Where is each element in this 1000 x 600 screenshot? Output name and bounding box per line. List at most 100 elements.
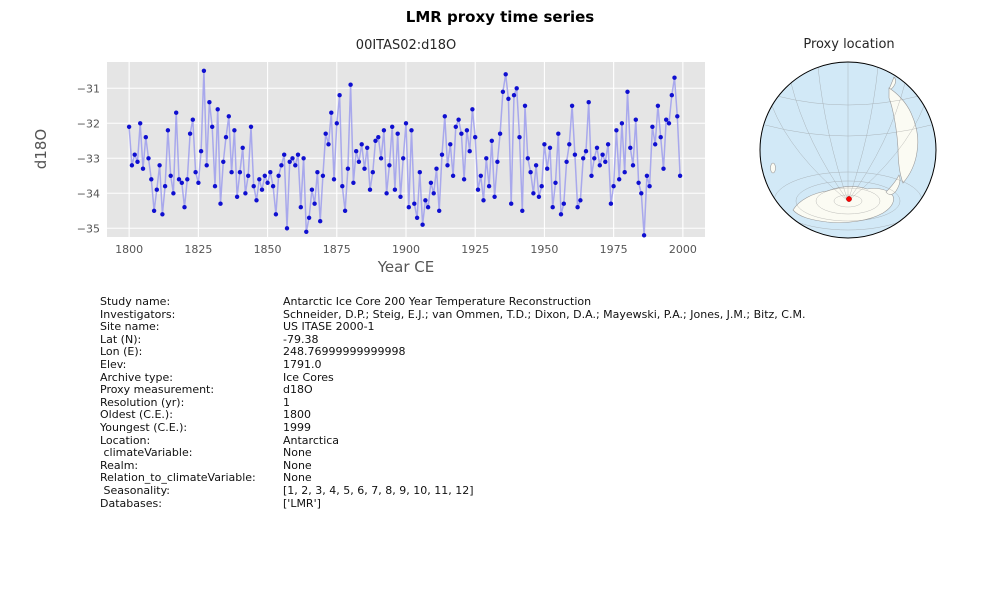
data-point	[257, 177, 262, 182]
data-point	[237, 170, 243, 175]
data-point	[594, 145, 600, 150]
data-point	[323, 131, 328, 136]
data-point	[212, 184, 218, 189]
data-point	[509, 201, 514, 206]
data-point	[423, 198, 428, 203]
metadata-label: Location:	[100, 433, 151, 447]
data-point	[221, 159, 226, 164]
data-point	[232, 128, 237, 133]
metadata-value: 248.76999999999998	[283, 345, 406, 359]
data-point	[655, 103, 661, 109]
data-point	[622, 170, 627, 175]
data-point	[633, 117, 638, 122]
metadata-label: Site name:	[100, 320, 160, 334]
data-point	[672, 75, 677, 80]
metadata-label: Resolution (yr):	[100, 395, 185, 409]
data-point	[581, 156, 586, 161]
data-point	[511, 93, 517, 98]
data-point	[362, 166, 367, 171]
metadata-label: Databases:	[100, 496, 162, 510]
data-point	[677, 173, 683, 178]
y-tick-label: −32	[77, 117, 100, 130]
data-point	[204, 163, 209, 168]
data-point	[409, 128, 414, 133]
data-point	[561, 201, 566, 206]
timeseries-title: 00ITAS02:d18O	[355, 38, 457, 53]
data-point	[619, 121, 625, 126]
data-point	[190, 117, 195, 122]
proxy-location-marker	[846, 196, 852, 202]
antarctic-peninsula-land	[885, 174, 901, 195]
data-point	[558, 212, 564, 217]
metadata-label: Realm:	[100, 458, 139, 472]
data-point	[135, 159, 140, 164]
data-point	[315, 170, 320, 175]
data-point	[448, 142, 453, 147]
data-point	[484, 156, 489, 161]
data-point	[198, 149, 204, 154]
data-point	[569, 103, 575, 109]
metadata-value: Antarctic Ice Core 200 Year Temperature …	[283, 295, 592, 308]
data-point	[398, 194, 403, 199]
data-point	[528, 170, 533, 175]
data-point	[251, 184, 256, 189]
data-point	[295, 152, 301, 157]
metadata-label: Lon (E):	[100, 345, 143, 359]
metadata-label: Archive type:	[100, 370, 173, 384]
data-point	[126, 124, 132, 129]
data-point	[234, 194, 240, 199]
data-point	[246, 173, 251, 178]
data-point	[345, 166, 351, 171]
data-point	[276, 173, 281, 178]
data-point	[223, 135, 229, 140]
x-tick-label: 1925	[461, 243, 489, 256]
data-point	[658, 135, 663, 140]
data-point	[165, 128, 171, 133]
metadata-label: Proxy measurement:	[100, 383, 215, 397]
data-point	[653, 142, 658, 147]
data-point	[342, 208, 348, 213]
x-tick-label: 1875	[323, 243, 351, 256]
data-point	[207, 100, 212, 105]
data-point	[390, 124, 395, 129]
data-point	[475, 187, 481, 192]
data-point	[268, 170, 273, 175]
data-point	[293, 163, 298, 168]
metadata-row: Site name: US ITASE 2000-1	[100, 321, 805, 334]
data-point	[414, 215, 420, 220]
data-point	[525, 156, 530, 161]
data-point	[326, 142, 331, 147]
data-point	[365, 145, 370, 150]
data-point	[129, 163, 135, 168]
data-point	[196, 180, 201, 185]
graticule-lines	[764, 62, 932, 231]
data-point	[378, 156, 384, 161]
metadata-value: [1, 2, 3, 4, 5, 6, 7, 8, 9, 10, 11, 12]	[283, 483, 474, 497]
data-point	[401, 156, 406, 161]
data-point	[492, 194, 497, 199]
metadata-row: Seasonality: [1, 2, 3, 4, 5, 6, 7, 8, 9, …	[100, 483, 805, 498]
metadata-row: Resolution (yr): 1	[100, 395, 805, 410]
metadata-label: climateVariable:	[100, 446, 193, 460]
data-point	[376, 135, 381, 140]
y-tick-label: −35	[77, 222, 100, 235]
x-axis-label: Year CE	[377, 258, 434, 276]
map-title: Proxy location	[803, 37, 895, 52]
data-point	[539, 184, 544, 189]
proxy-series-markers	[126, 68, 683, 238]
island-land	[770, 162, 776, 174]
data-point	[592, 156, 597, 161]
data-point	[298, 205, 303, 210]
data-point	[500, 89, 506, 95]
x-tick-label: 1975	[600, 243, 628, 256]
x-tick-label: 1950	[530, 243, 558, 256]
data-point	[597, 163, 602, 168]
data-point	[467, 149, 472, 154]
data-point	[265, 180, 270, 185]
data-point	[583, 149, 589, 154]
metadata-value: Antarctica	[283, 433, 340, 447]
metadata-value: -79.38	[283, 332, 319, 346]
data-point	[334, 121, 339, 126]
data-point	[439, 152, 445, 157]
